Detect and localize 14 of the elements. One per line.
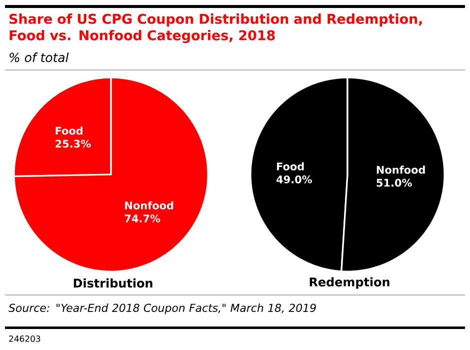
chart-title: Share of US CPG Coupon Distribution and Redemption, Food vs. Nonfood Categories, 2018 [9, 14, 422, 44]
data-label: 51.0% [376, 178, 412, 187]
slice-label: Nonfood [125, 201, 174, 210]
data-label: 74.7% [124, 214, 160, 222]
text: 246203 [9, 336, 40, 342]
chart-subtitle: % of total [10, 52, 69, 62]
slice-label: Food [56, 126, 82, 135]
text: Redemption [310, 277, 390, 289]
text: Distribution [74, 278, 152, 288]
slice-label: Food [276, 162, 304, 170]
data-label: 25.3% [56, 140, 91, 148]
source-note: Source: "Year-End 2018 Coupon Facts," March 18, 2019 [8, 304, 316, 314]
data-label: 49.0% [276, 175, 312, 184]
slice-label: Nonfood [376, 166, 425, 174]
